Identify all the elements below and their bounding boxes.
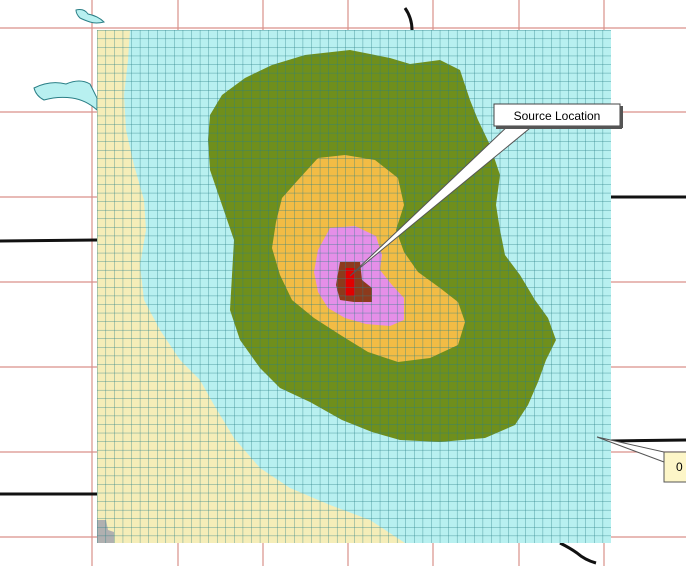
edge-callout: 0 <box>596 436 686 483</box>
source-location-label: Source Location <box>514 109 601 123</box>
edge-value-label: 0 <box>676 460 683 474</box>
water-bodies <box>33 9 105 112</box>
source-callout: Source Location <box>349 103 623 277</box>
roads <box>0 7 686 565</box>
